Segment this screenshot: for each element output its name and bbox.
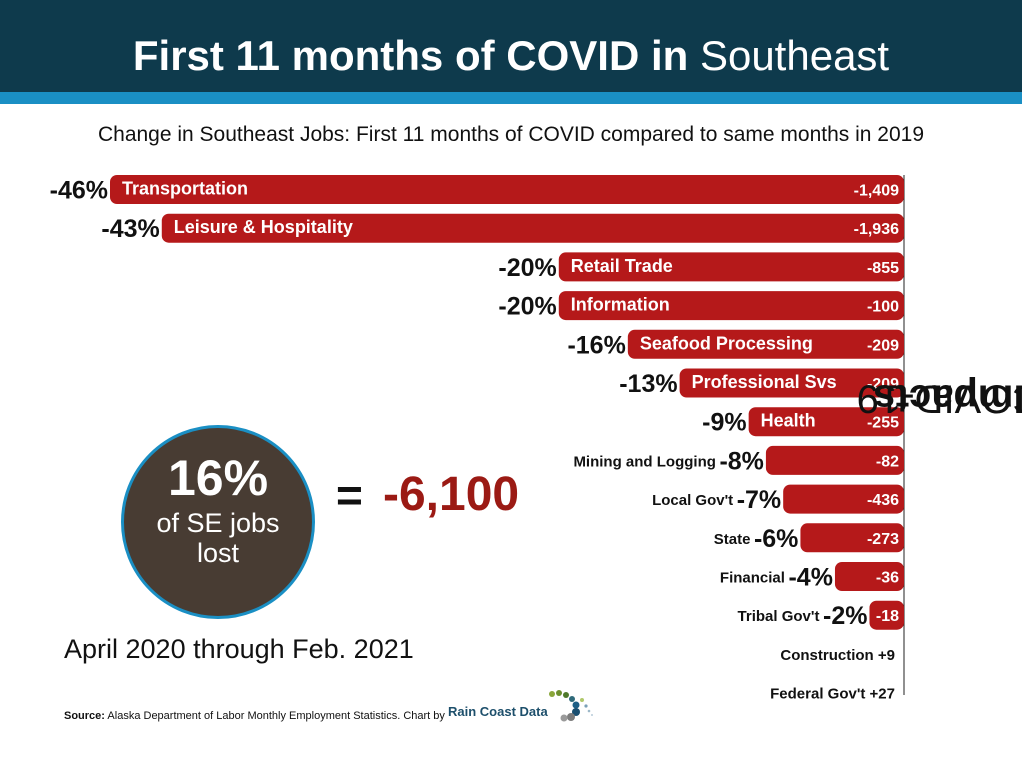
side-title: COVID-19 Impacts — [857, 200, 1022, 595]
title-bold: First 11 months of COVID in — [132, 32, 689, 79]
category-label: Tribal Gov't — [738, 608, 820, 625]
bar — [748, 407, 904, 437]
bar — [558, 291, 904, 321]
summary-percent: 16% — [167, 450, 269, 506]
percent-label: -9% — [702, 409, 746, 437]
category-label: Construction +9 — [780, 647, 895, 664]
source-text: Alaska Department of Labor Monthly Emplo… — [107, 710, 445, 722]
percent-label: -2% — [823, 602, 867, 630]
category-label: Local Gov't — [652, 492, 733, 509]
category-label: Professional Svs — [692, 372, 837, 392]
bar — [679, 368, 904, 398]
job-change-label: -855 — [867, 260, 899, 277]
chart-subtitle: Change in Southeast Jobs: First 11 month… — [97, 123, 925, 146]
job-change-label: -1,936 — [854, 221, 899, 238]
side-title-bold: Impacts — [873, 376, 1022, 420]
category-label: State — [714, 531, 751, 548]
category-label: Mining and Logging — [573, 453, 715, 470]
bar — [834, 562, 904, 591]
bar — [161, 213, 905, 243]
bar — [869, 600, 904, 630]
period-label: April 2020 through Feb. 2021 — [64, 634, 414, 664]
job-change-label: -100 — [867, 299, 899, 316]
job-change-label: -209 — [867, 337, 899, 354]
bar — [558, 252, 904, 282]
brand-name: Rain Coast Data — [448, 704, 548, 719]
summary-label-line2: lost — [196, 538, 240, 568]
header-stripe — [0, 92, 1022, 104]
job-change-label: -273 — [867, 531, 899, 548]
category-label: Information — [571, 295, 670, 315]
category-label: Retail Trade — [571, 256, 673, 276]
percent-label: -43% — [101, 215, 159, 243]
summary-circle: 16% of SE jobs lost — [121, 425, 315, 619]
summary-label: of SE jobs lost — [124, 508, 312, 568]
bar — [765, 445, 904, 475]
job-change-label: -209 — [867, 376, 899, 393]
job-change-label: -255 — [867, 415, 899, 432]
category-label: Seafood Processing — [640, 333, 813, 353]
total-jobs-lost: -6,100 — [383, 468, 520, 521]
bar — [800, 523, 904, 553]
header-bar — [0, 0, 1022, 92]
page-title: First 11 months of COVID in Southeast — [0, 30, 1022, 82]
source-note: Source: Alaska Department of Labor Month… — [64, 708, 445, 724]
title-light: Southeast — [699, 32, 890, 79]
source-label: Source: — [64, 710, 105, 722]
job-change-label: -36 — [876, 570, 899, 587]
percent-label: -20% — [498, 254, 556, 282]
job-change-label: -1,409 — [854, 183, 899, 200]
percent-label: -8% — [719, 447, 763, 475]
job-change-label: -82 — [876, 453, 899, 470]
percent-label: -20% — [498, 293, 556, 321]
job-change-label: -436 — [867, 492, 899, 509]
bar — [783, 484, 904, 514]
category-label: Financial — [720, 570, 785, 587]
job-change-label: -18 — [876, 608, 899, 625]
percent-label: -4% — [788, 564, 832, 592]
percent-label: -46% — [50, 177, 108, 205]
percent-label: -7% — [737, 486, 781, 514]
summary-label-line1: of SE jobs — [156, 508, 280, 538]
category-label: Federal Gov't +27 — [770, 686, 895, 703]
category-label: Transportation — [122, 179, 248, 199]
percent-label: -16% — [567, 331, 625, 359]
rain-coast-logo-icon — [549, 690, 593, 722]
percent-label: -6% — [754, 525, 798, 553]
equals-sign: = — [336, 469, 363, 521]
category-label: Leisure & Hospitality — [174, 217, 353, 237]
category-label: Health — [761, 411, 816, 431]
bar — [627, 329, 904, 359]
bar — [110, 175, 904, 204]
percent-label: -13% — [619, 370, 677, 398]
